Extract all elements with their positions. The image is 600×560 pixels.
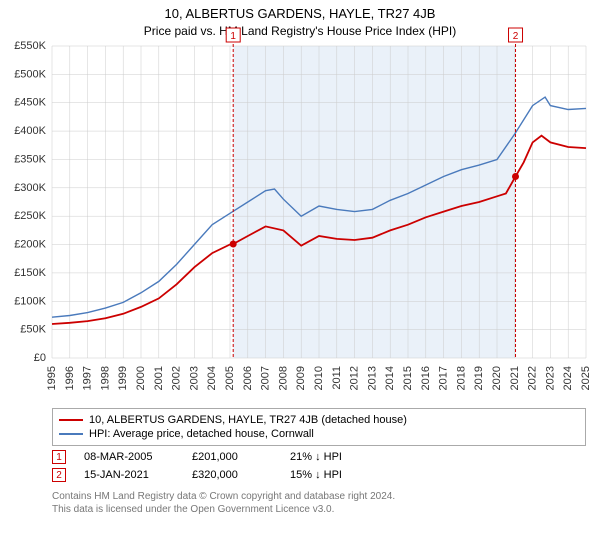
transaction-date: 15-JAN-2021	[84, 469, 174, 481]
footer-line: This data is licensed under the Open Gov…	[52, 503, 586, 516]
legend-swatch	[59, 419, 83, 421]
svg-text:2025: 2025	[580, 366, 592, 390]
svg-text:£400K: £400K	[14, 125, 46, 137]
svg-text:£350K: £350K	[14, 153, 46, 165]
transaction-badge: 1	[52, 450, 66, 464]
svg-text:2008: 2008	[277, 366, 289, 390]
svg-text:£100K: £100K	[14, 295, 46, 307]
transaction-price: £320,000	[192, 469, 272, 481]
svg-text:1996: 1996	[64, 366, 76, 390]
svg-text:2023: 2023	[544, 366, 556, 390]
svg-text:2014: 2014	[384, 366, 396, 390]
legend-swatch	[59, 433, 83, 435]
legend-item: HPI: Average price, detached house, Corn…	[59, 427, 579, 441]
svg-text:2007: 2007	[260, 366, 272, 390]
svg-text:£50K: £50K	[20, 324, 46, 336]
svg-text:1: 1	[230, 31, 236, 42]
svg-text:2024: 2024	[562, 366, 574, 390]
svg-text:£500K: £500K	[14, 68, 46, 80]
legend-label: HPI: Average price, detached house, Corn…	[89, 428, 314, 440]
chart-title: 10, ALBERTUS GARDENS, HAYLE, TR27 4JB	[0, 0, 600, 21]
svg-text:£0: £0	[34, 352, 46, 364]
chart-area: 12 £0£50K£100K£150K£200K£250K£300K£350K£…	[52, 42, 586, 402]
transaction-row: 1 08-MAR-2005 £201,000 21% ↓ HPI	[52, 450, 586, 464]
svg-text:2000: 2000	[135, 366, 147, 390]
svg-text:2016: 2016	[420, 366, 432, 390]
chart-svg: 12 £0£50K£100K£150K£200K£250K£300K£350K£…	[52, 42, 586, 402]
legend-box: 10, ALBERTUS GARDENS, HAYLE, TR27 4JB (d…	[52, 408, 586, 446]
svg-text:2011: 2011	[331, 366, 343, 390]
svg-text:1997: 1997	[82, 366, 94, 390]
svg-text:2010: 2010	[313, 366, 325, 390]
svg-text:£200K: £200K	[14, 239, 46, 251]
footer-line: Contains HM Land Registry data © Crown c…	[52, 490, 586, 503]
svg-text:1995: 1995	[46, 366, 58, 390]
svg-text:2006: 2006	[242, 366, 254, 390]
svg-text:2021: 2021	[509, 366, 521, 390]
svg-text:2013: 2013	[366, 366, 378, 390]
svg-text:1999: 1999	[117, 366, 129, 390]
svg-text:2017: 2017	[438, 366, 450, 390]
svg-text:1998: 1998	[99, 366, 111, 390]
svg-text:2005: 2005	[224, 366, 236, 390]
transaction-row: 2 15-JAN-2021 £320,000 15% ↓ HPI	[52, 468, 586, 482]
svg-text:£300K: £300K	[14, 182, 46, 194]
svg-text:2018: 2018	[455, 366, 467, 390]
transaction-price: £201,000	[192, 451, 272, 463]
footer-attribution: Contains HM Land Registry data © Crown c…	[52, 490, 586, 516]
svg-text:2004: 2004	[206, 366, 218, 390]
svg-text:2002: 2002	[171, 366, 183, 390]
transaction-diff: 21% ↓ HPI	[290, 451, 380, 463]
legend-item: 10, ALBERTUS GARDENS, HAYLE, TR27 4JB (d…	[59, 413, 579, 427]
svg-text:2012: 2012	[349, 366, 361, 390]
transaction-diff: 15% ↓ HPI	[290, 469, 380, 481]
svg-text:2022: 2022	[527, 366, 539, 390]
svg-text:2009: 2009	[295, 366, 307, 390]
svg-text:2019: 2019	[473, 366, 485, 390]
svg-text:£250K: £250K	[14, 210, 46, 222]
svg-text:£550K: £550K	[14, 40, 46, 52]
svg-text:£450K: £450K	[14, 97, 46, 109]
transaction-badge: 2	[52, 468, 66, 482]
figure-container: 10, ALBERTUS GARDENS, HAYLE, TR27 4JB Pr…	[0, 0, 600, 560]
legend-label: 10, ALBERTUS GARDENS, HAYLE, TR27 4JB (d…	[89, 414, 407, 426]
svg-text:2003: 2003	[188, 366, 200, 390]
transaction-date: 08-MAR-2005	[84, 451, 174, 463]
svg-text:2001: 2001	[153, 366, 165, 390]
svg-text:2: 2	[513, 31, 519, 42]
svg-text:2015: 2015	[402, 366, 414, 390]
svg-text:2020: 2020	[491, 366, 503, 390]
svg-text:£150K: £150K	[14, 267, 46, 279]
